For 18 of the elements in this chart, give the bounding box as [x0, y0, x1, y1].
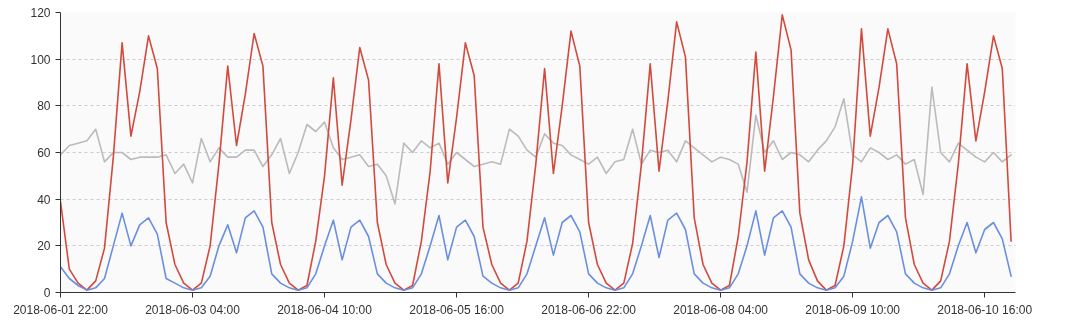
x-tick-label: 2018-06-01 22:00	[13, 302, 109, 317]
y-tick-label: 100	[30, 52, 51, 67]
x-tick-label: 2018-06-05 16:00	[409, 302, 505, 317]
x-tick-label: 2018-06-09 10:00	[805, 302, 901, 317]
y-tick-label: 60	[37, 146, 51, 160]
y-tick-label: 20	[37, 239, 51, 254]
x-tick-label: 2018-06-10 16:00	[937, 302, 1033, 317]
y-tick-label: 0	[43, 286, 51, 300]
x-tick-label: 2018-06-06 22:00	[541, 302, 637, 317]
x-tick-label: 2018-06-03 04:00	[145, 302, 241, 317]
line-series	[60, 196, 1012, 291]
y-tick-label: 120	[30, 6, 51, 20]
y-tick-label: 40	[37, 192, 51, 207]
x-tick-label: 2018-06-04 10:00	[277, 302, 373, 317]
line-series	[60, 14, 1012, 291]
y-tick-label: 80	[37, 99, 51, 114]
x-tick-label: 2018-06-08 04:00	[673, 302, 769, 317]
line-series	[60, 86, 1012, 205]
